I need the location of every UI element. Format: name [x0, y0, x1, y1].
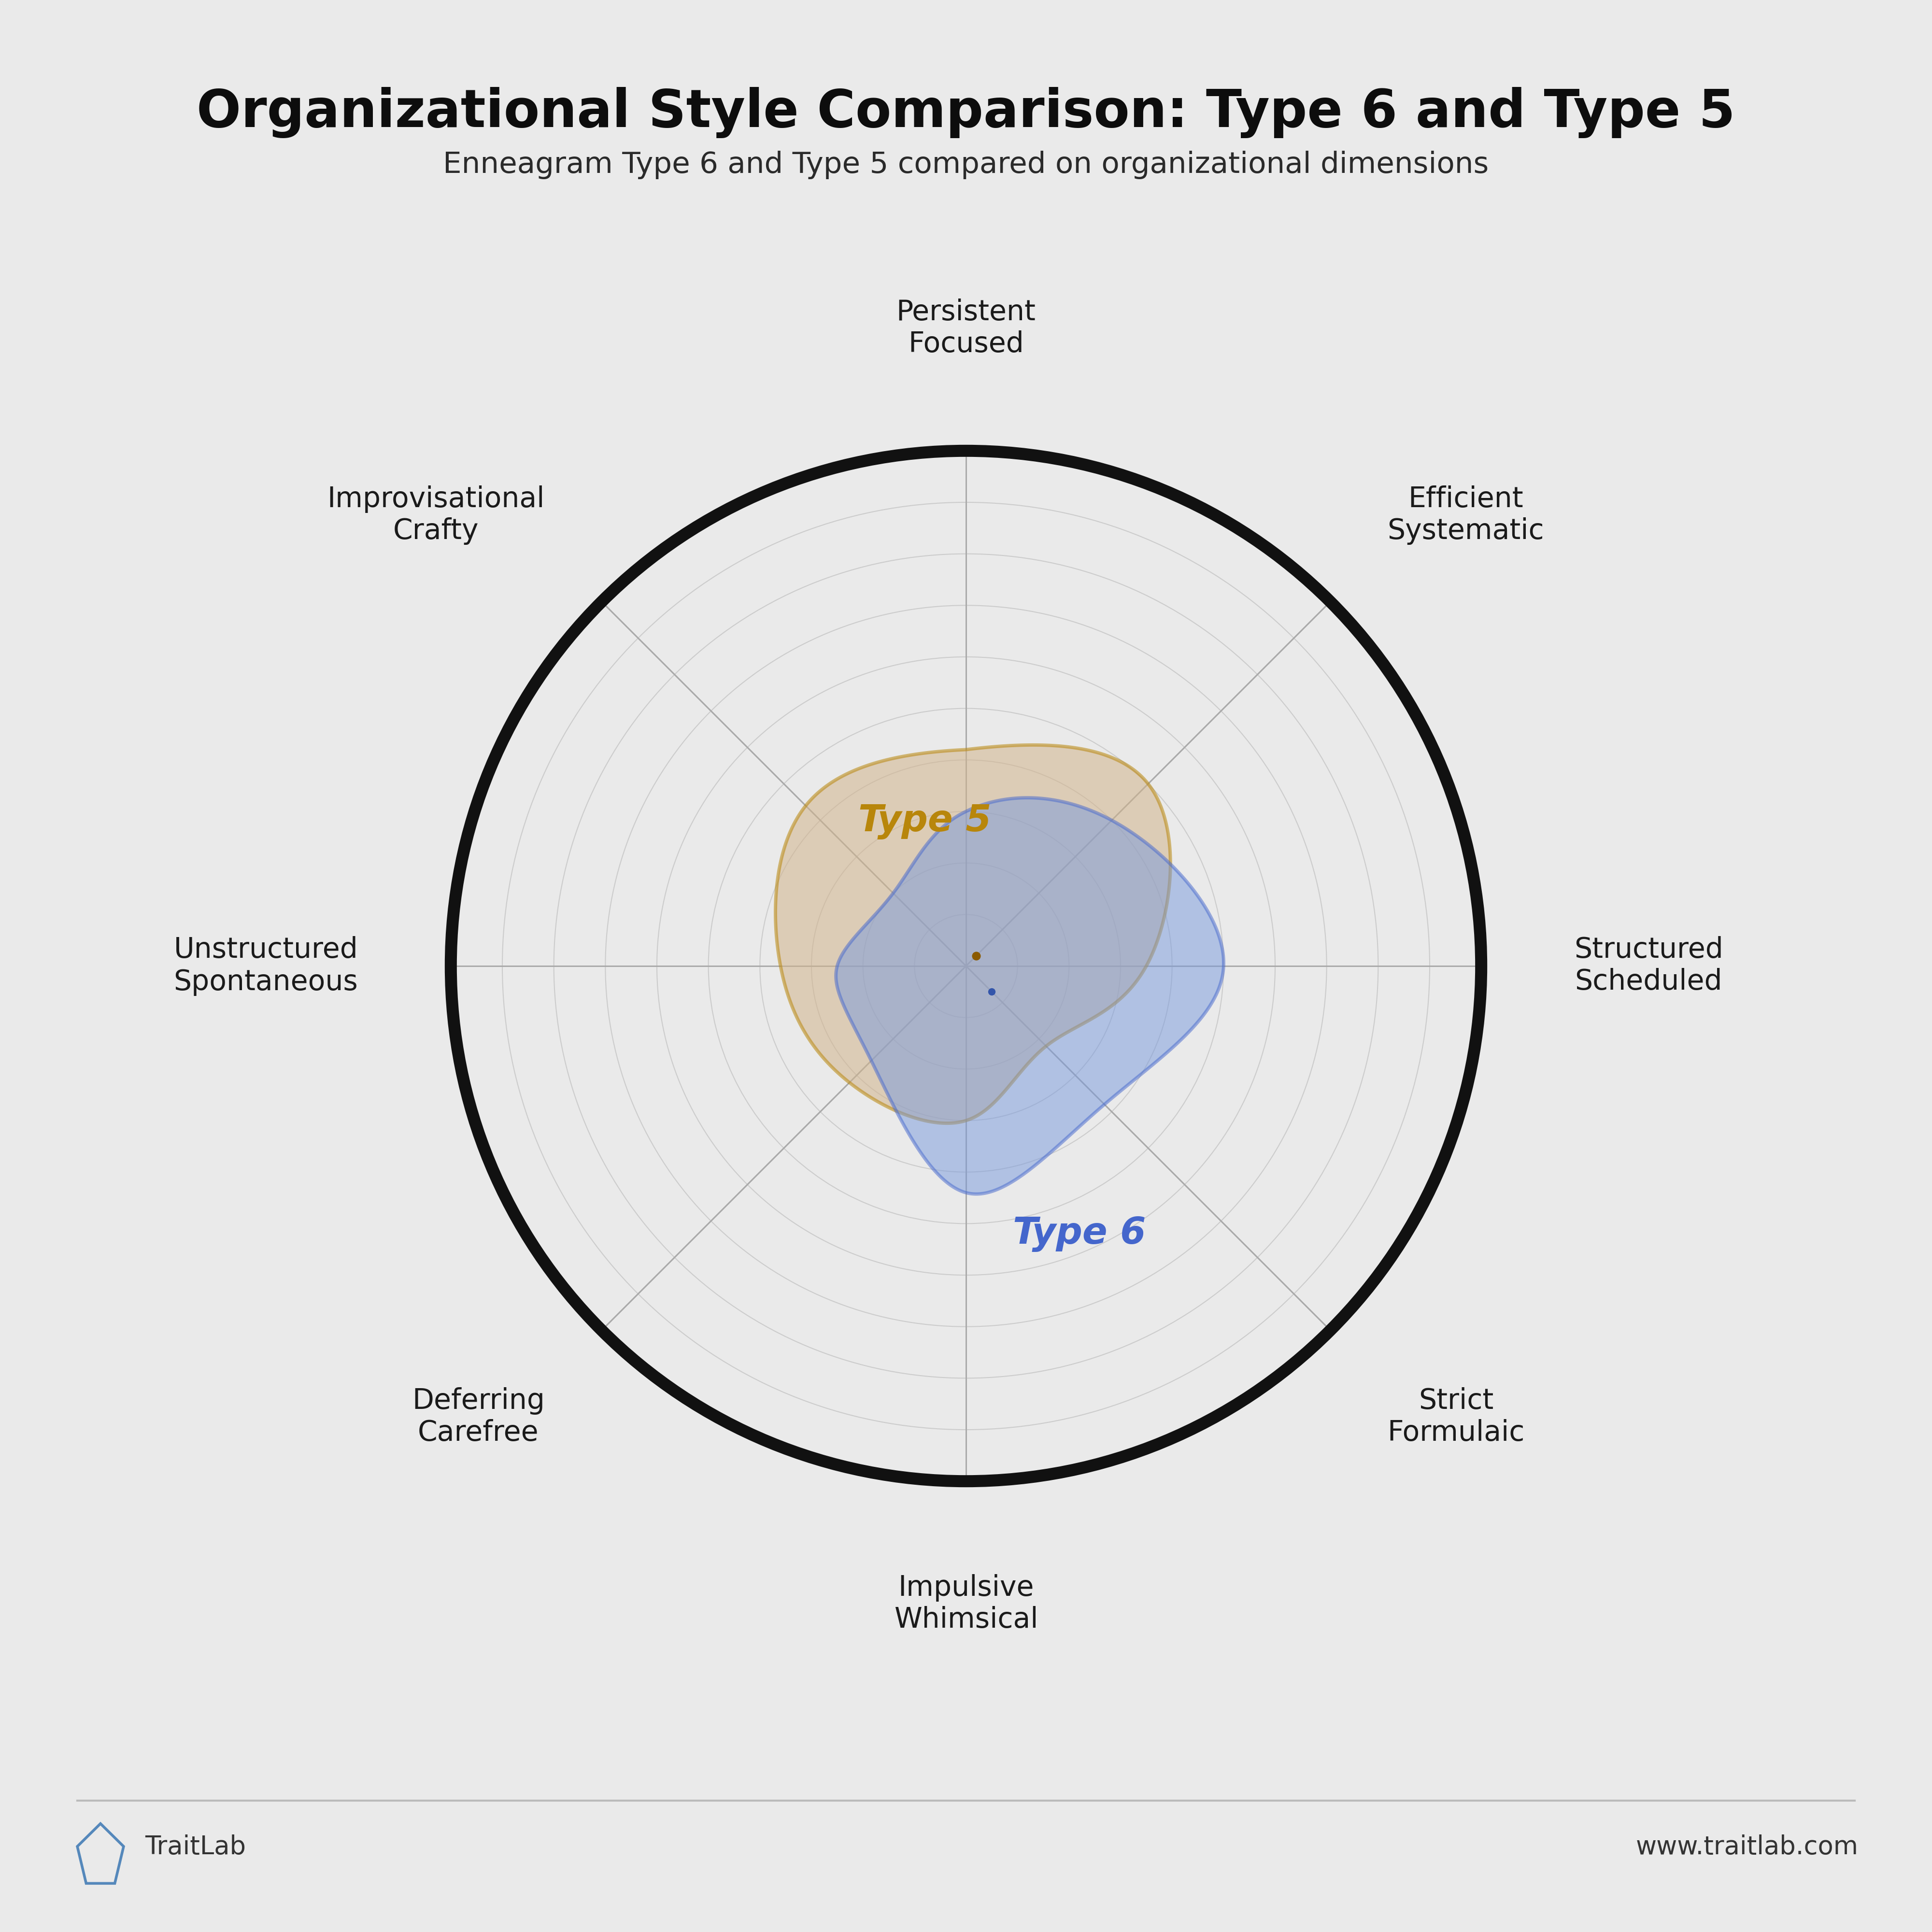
Text: Type 6: Type 6 — [1012, 1215, 1146, 1252]
Text: Impulsive
Whimsical: Impulsive Whimsical — [895, 1575, 1037, 1633]
Text: Persistent
Focused: Persistent Focused — [896, 299, 1036, 357]
Text: Enneagram Type 6 and Type 5 compared on organizational dimensions: Enneagram Type 6 and Type 5 compared on … — [442, 151, 1490, 180]
Text: Structured
Scheduled: Structured Scheduled — [1575, 937, 1723, 995]
Text: Unstructured
Spontaneous: Unstructured Spontaneous — [174, 937, 357, 995]
Text: Organizational Style Comparison: Type 6 and Type 5: Organizational Style Comparison: Type 6 … — [197, 87, 1735, 139]
Text: TraitLab: TraitLab — [145, 1835, 245, 1859]
Text: Strict
Formulaic: Strict Formulaic — [1387, 1387, 1524, 1447]
Polygon shape — [775, 746, 1171, 1122]
Polygon shape — [837, 798, 1223, 1194]
Text: Type 5: Type 5 — [858, 804, 991, 840]
Text: Efficient
Systematic: Efficient Systematic — [1387, 485, 1544, 545]
Text: Improvisational
Crafty: Improvisational Crafty — [327, 485, 545, 545]
Text: www.traitlab.com: www.traitlab.com — [1636, 1835, 1859, 1859]
Text: Deferring
Carefree: Deferring Carefree — [412, 1387, 545, 1447]
